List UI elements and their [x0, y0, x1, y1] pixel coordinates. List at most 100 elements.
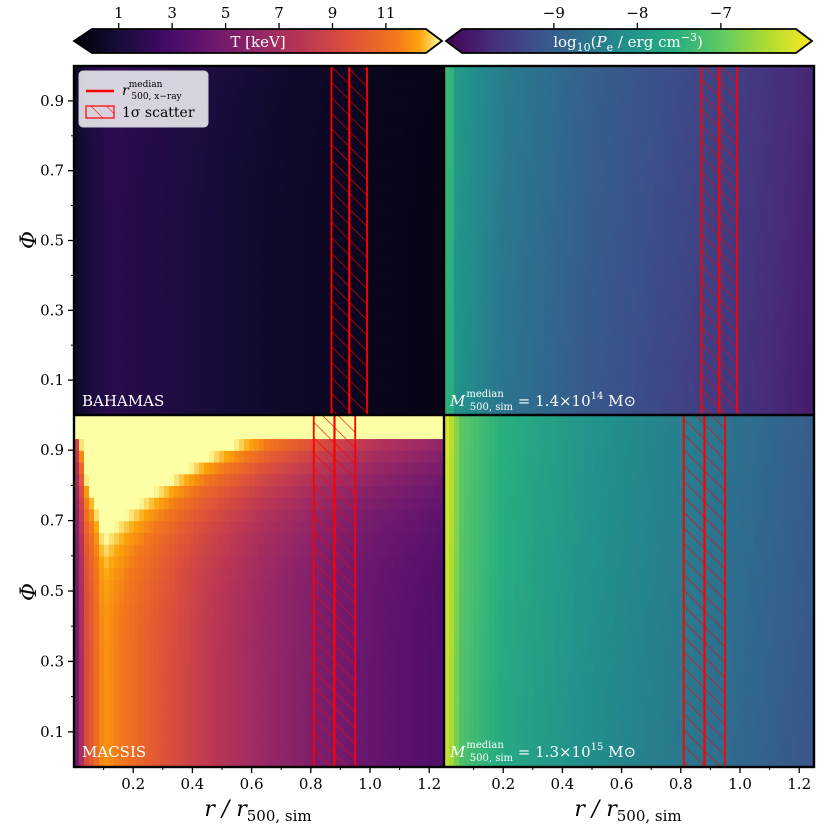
- heatmap-cell: [659, 275, 665, 288]
- heatmap-cell: [294, 333, 300, 346]
- heatmap-cell: [434, 217, 440, 230]
- heatmap-cell: [214, 89, 220, 102]
- heatmap-cell: [179, 205, 185, 218]
- heatmap-cell: [379, 147, 385, 160]
- heatmap-cell: [369, 228, 375, 242]
- heatmap-cell: [119, 731, 125, 745]
- heatmap-cell: [489, 135, 495, 149]
- heatmap-cell: [579, 89, 585, 102]
- heatmap-cell: [94, 473, 100, 486]
- heatmap-cell: [174, 240, 180, 253]
- heatmap-cell: [284, 217, 290, 230]
- heatmap-cell: [134, 321, 140, 335]
- heatmap-cell: [154, 217, 160, 230]
- heatmap-cell: [299, 298, 305, 311]
- heatmap-cell: [194, 310, 200, 323]
- heatmap-cell: [654, 252, 660, 265]
- heatmap-cell: [479, 310, 485, 323]
- heatmap-cell: [784, 77, 790, 90]
- heatmap-cell: [254, 333, 260, 346]
- heatmap-cell: [134, 661, 140, 674]
- heatmap-cell: [579, 193, 585, 207]
- heatmap-cell: [614, 135, 620, 149]
- heatmap-cell: [399, 391, 405, 404]
- heatmap-cell: [129, 579, 135, 592]
- heatmap-cell: [434, 391, 440, 404]
- heatmap-cell: [599, 321, 605, 335]
- heatmap-cell: [99, 124, 105, 137]
- heatmap-cell: [684, 240, 690, 253]
- heatmap-cell: [784, 182, 790, 195]
- heatmap-cell: [189, 228, 195, 242]
- heatmap-cell: [509, 263, 515, 276]
- heatmap-cell: [584, 310, 590, 323]
- heatmap-cell: [184, 310, 190, 323]
- heatmap-cell: [639, 147, 645, 160]
- heatmap-cell: [589, 345, 595, 358]
- heatmap-cell: [529, 391, 535, 404]
- heatmap-cell: [459, 89, 465, 102]
- heatmap-cell: [294, 124, 300, 137]
- heatmap-cell: [369, 147, 375, 160]
- heatmap-cell: [149, 240, 155, 253]
- heatmap-cell: [479, 275, 485, 288]
- heatmap-cell: [324, 298, 330, 311]
- heatmap-cell: [199, 310, 205, 323]
- heatmap-cell: [479, 205, 485, 218]
- heatmap-cell: [599, 147, 605, 160]
- heatmap-cell: [119, 426, 125, 440]
- heatmap-cell: [644, 391, 650, 404]
- heatmap-cell: [129, 461, 135, 475]
- heatmap-cell: [644, 252, 650, 265]
- heatmap-cell: [104, 391, 110, 404]
- heatmap-cell: [144, 252, 150, 265]
- heatmap-cell: [489, 124, 495, 137]
- heatmap-cell: [674, 333, 680, 346]
- heatmap-cell: [124, 345, 130, 358]
- heatmap-cell: [114, 720, 120, 733]
- heatmap-cell: [614, 380, 620, 393]
- heatmap-cell: [799, 356, 805, 370]
- heatmap-cell: [309, 124, 315, 137]
- heatmap-cell: [794, 345, 800, 358]
- heatmap-cell: [404, 380, 410, 393]
- heatmap-cell: [669, 310, 675, 323]
- heatmap-cell: [559, 112, 565, 125]
- heatmap-cell: [274, 298, 280, 311]
- heatmap-cell: [739, 147, 745, 160]
- heatmap-cell: [154, 368, 160, 381]
- heatmap-cell: [299, 275, 305, 288]
- heatmap-cell: [669, 252, 675, 265]
- heatmap-cell: [429, 170, 435, 183]
- heatmap-cell: [499, 170, 505, 183]
- heatmap-cell: [224, 380, 230, 393]
- heatmap-cell: [689, 380, 695, 393]
- heatmap-cell: [754, 159, 760, 172]
- heatmap-cell: [634, 252, 640, 265]
- heatmap-cell: [794, 159, 800, 172]
- heatmap-cell: [564, 263, 570, 276]
- heatmap-cell: [169, 135, 175, 149]
- heatmap-cell: [114, 321, 120, 335]
- heatmap-cell: [644, 287, 650, 300]
- heatmap-cell: [384, 287, 390, 300]
- heatmap-cell: [189, 263, 195, 276]
- heatmap-cell: [484, 217, 490, 230]
- heatmap-cell: [764, 124, 770, 137]
- heatmap-cell: [484, 240, 490, 253]
- heatmap-cell: [229, 368, 235, 381]
- heatmap-cell: [484, 263, 490, 276]
- heatmap-cell: [479, 240, 485, 253]
- heatmap-cell: [214, 380, 220, 393]
- heatmap-cell: [769, 380, 775, 393]
- heatmap-cell: [289, 193, 295, 207]
- heatmap-cell: [114, 287, 120, 300]
- heatmap-cell: [764, 77, 770, 90]
- heatmap-cell: [199, 205, 205, 218]
- heatmap-cell: [549, 368, 555, 381]
- heatmap-cell: [569, 159, 575, 172]
- heatmap-cell: [459, 356, 465, 370]
- heatmap-cell: [594, 124, 600, 137]
- heatmap-cell: [574, 275, 580, 288]
- heatmap-cell: [239, 205, 245, 218]
